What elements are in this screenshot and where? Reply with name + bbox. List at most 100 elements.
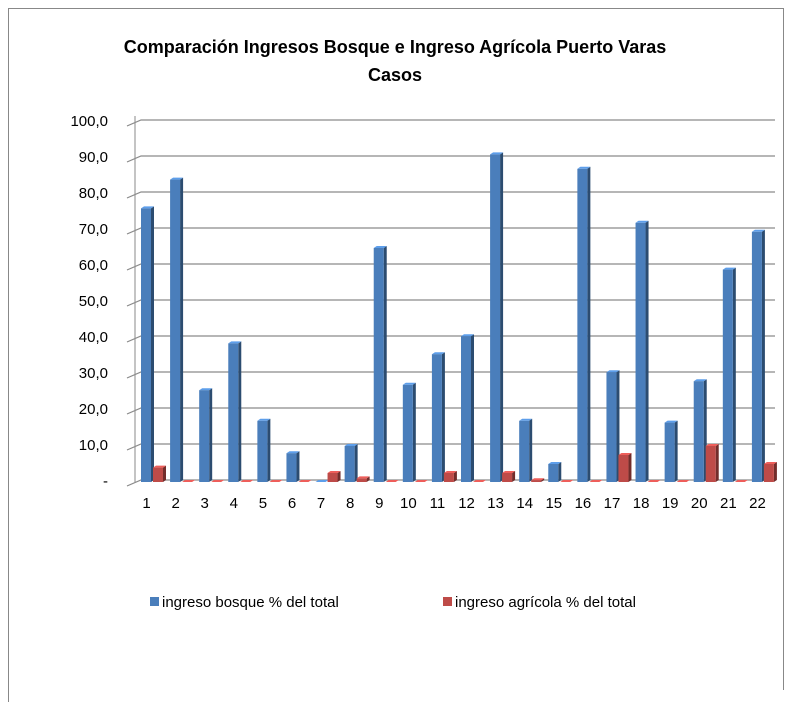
x-tick-label: 7: [317, 495, 325, 512]
bar: [664, 422, 675, 482]
bar-side: [354, 444, 358, 482]
y-tick-label: 20,0: [79, 401, 108, 418]
bar-top: [635, 220, 649, 223]
x-tick-label: 17: [604, 495, 621, 512]
bar-top: [618, 453, 632, 455]
bar-side: [558, 462, 562, 482]
bar: [705, 446, 716, 482]
bar: [519, 420, 530, 482]
grid-line: [126, 371, 775, 379]
bar-top: [589, 480, 603, 482]
x-tick-label: 18: [633, 495, 650, 512]
bar-top: [414, 480, 428, 482]
bar-top: [211, 480, 225, 482]
bar: [502, 473, 513, 482]
bar-top: [356, 476, 370, 479]
bar-top: [693, 379, 707, 382]
grid-line: [126, 119, 775, 127]
bar-top: [751, 229, 765, 232]
grid-line: [126, 155, 775, 163]
bar-top: [240, 480, 254, 482]
bar-top: [722, 267, 736, 270]
x-tick-label: 9: [375, 495, 383, 512]
bar-side: [628, 453, 632, 482]
legend-swatch: [443, 597, 452, 606]
y-tick-label: -: [103, 473, 108, 490]
bar-top: [344, 444, 358, 446]
bar-top: [676, 480, 690, 482]
x-tick-label: 4: [230, 495, 238, 512]
bar-side: [645, 220, 649, 483]
y-tick-label: 90,0: [79, 149, 108, 166]
bar: [490, 154, 501, 482]
x-tick-label: 13: [487, 495, 504, 512]
bar-top: [502, 471, 516, 473]
bar-top: [286, 451, 300, 454]
legend-label: ingreso bosque % del total: [162, 594, 339, 611]
bar: [693, 381, 704, 482]
bar: [618, 455, 629, 482]
x-tick-label: 6: [288, 495, 296, 512]
bar: [257, 420, 268, 482]
bar: [170, 179, 181, 482]
legend-label: ingreso agrícola % del total: [455, 594, 636, 611]
bar-side: [541, 478, 545, 482]
bar-side: [383, 246, 387, 482]
bar: [327, 473, 338, 482]
bar: [286, 453, 297, 482]
bar-top: [182, 480, 196, 482]
x-tick-label: 8: [346, 495, 354, 512]
grid-line: [126, 299, 775, 307]
bar: [153, 467, 163, 482]
bar-top: [705, 444, 719, 446]
bar-top: [402, 382, 416, 385]
x-tick-label: 1: [142, 495, 150, 512]
bar: [635, 222, 646, 483]
y-tick-label: 100,0: [70, 113, 108, 130]
bar: [228, 343, 239, 482]
bar-top: [153, 465, 166, 468]
bar-top: [257, 418, 271, 421]
bar-side: [151, 206, 154, 482]
grid-line: [126, 407, 775, 415]
bar-top: [373, 246, 387, 248]
bar-top: [577, 166, 591, 169]
y-tick-label: 10,0: [79, 437, 108, 454]
grid-line: [126, 443, 775, 451]
y-tick-label: 70,0: [79, 221, 108, 238]
bar: [606, 372, 617, 482]
bar-side: [209, 388, 213, 482]
bar-side: [761, 229, 765, 482]
bar-side: [238, 341, 242, 482]
y-tick-label: 30,0: [79, 365, 108, 382]
bar-top: [763, 462, 777, 464]
bar: [199, 390, 210, 482]
bar-top: [473, 480, 486, 482]
bar: [373, 248, 384, 482]
bar-side: [441, 352, 445, 482]
legend-swatch: [150, 597, 159, 606]
chart-title: Comparación Ingresos Bosque e Ingreso Ag…: [123, 37, 667, 85]
bar: [531, 480, 542, 482]
bar-side: [471, 334, 474, 482]
bar-top: [298, 480, 312, 482]
bar: [548, 464, 559, 482]
bar-top: [548, 462, 562, 464]
bar-top: [647, 480, 661, 482]
bar-top: [734, 480, 748, 482]
bar-side: [512, 471, 516, 482]
bar: [431, 354, 442, 482]
grid-line: [126, 227, 775, 235]
x-tick-label: 22: [749, 495, 766, 512]
bar: [344, 446, 355, 482]
bar-top: [228, 341, 242, 344]
bar-top: [431, 352, 445, 355]
bar: [356, 478, 367, 482]
bar-top: [490, 152, 504, 155]
bar-side: [163, 465, 166, 482]
bar-top: [560, 480, 574, 482]
x-tick-label: 16: [575, 495, 592, 512]
x-tick-label: 10: [400, 495, 417, 512]
bar-side: [732, 267, 736, 482]
